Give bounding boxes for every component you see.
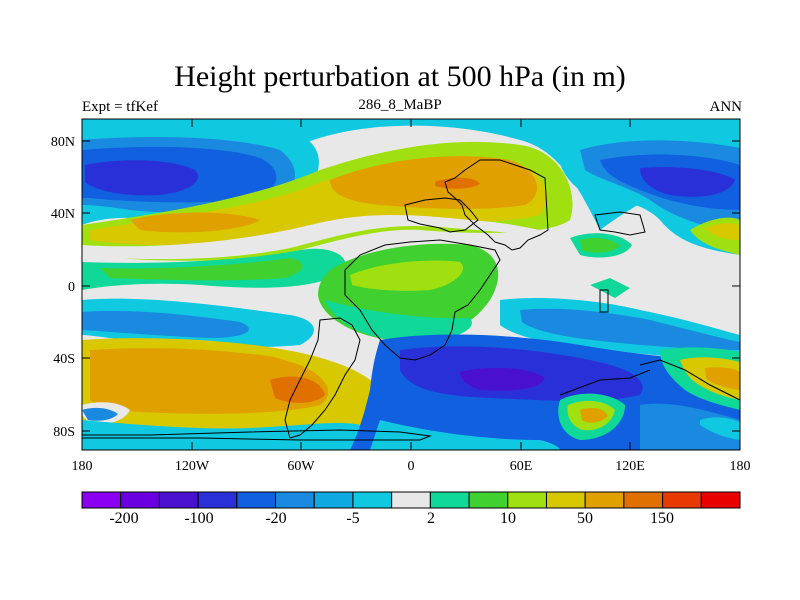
colorbar-label: 2 bbox=[427, 510, 435, 527]
colorbar-box bbox=[313, 491, 354, 509]
lon-label: 180 bbox=[730, 459, 751, 474]
colorbar-label: -100 bbox=[184, 510, 213, 527]
lat-label: 80S bbox=[53, 425, 75, 440]
colorbar-label: -20 bbox=[265, 510, 286, 527]
lon-label: 120E bbox=[615, 459, 645, 474]
left-string: Expt = tfKef bbox=[82, 99, 158, 115]
lat-labels: 80N 40N 0 40S 80S bbox=[51, 135, 75, 440]
colorbar-box bbox=[120, 491, 160, 509]
colorbar-box bbox=[391, 491, 431, 509]
colorbar-box bbox=[158, 491, 199, 509]
colorbar-label: 150 bbox=[650, 510, 674, 527]
colorbar-labels: -200 -100 -20 -5 2 10 50 150 bbox=[109, 510, 674, 527]
colorbar-label: 50 bbox=[577, 510, 593, 527]
lon-labels: 180 120W 60W 0 60E 120E 180 bbox=[72, 459, 751, 474]
lon-label: 0 bbox=[408, 459, 415, 474]
colorbar-label: -5 bbox=[346, 510, 359, 527]
lat-label: 40S bbox=[53, 352, 75, 367]
colorbar-box bbox=[623, 491, 664, 509]
contour-field bbox=[82, 119, 740, 450]
colorbar-box bbox=[197, 491, 238, 509]
colorbar-box bbox=[275, 491, 315, 509]
lon-ticks bbox=[81, 119, 631, 450]
colorbar-box bbox=[81, 491, 122, 509]
colorbar-box bbox=[468, 491, 509, 509]
colorbar-box bbox=[507, 491, 547, 509]
colorbar-box bbox=[429, 491, 470, 509]
colorbar-box bbox=[700, 491, 741, 509]
lon-label: 120W bbox=[175, 459, 210, 474]
colorbar-box bbox=[236, 491, 277, 509]
colorbar-label: 10 bbox=[500, 510, 516, 527]
colorbar-box bbox=[545, 491, 586, 509]
center-string: 286_8_MaBP bbox=[358, 97, 442, 113]
right-string: ANN bbox=[709, 99, 743, 115]
lon-label: 60E bbox=[510, 459, 533, 474]
colorbar-label: -200 bbox=[109, 510, 138, 527]
colorbar-box bbox=[352, 491, 393, 509]
lat-label: 0 bbox=[68, 280, 75, 295]
colorbar-box bbox=[662, 491, 702, 509]
colorbar-box bbox=[584, 491, 625, 509]
lat-ticks bbox=[82, 140, 740, 432]
plot-title: Height perturbation at 500 hPa (in m) bbox=[174, 60, 626, 93]
lon-label: 180 bbox=[72, 459, 93, 474]
colorbar bbox=[81, 491, 741, 509]
lat-label: 80N bbox=[51, 135, 75, 150]
lat-label: 40N bbox=[51, 207, 75, 222]
lon-label: 60W bbox=[287, 459, 315, 474]
